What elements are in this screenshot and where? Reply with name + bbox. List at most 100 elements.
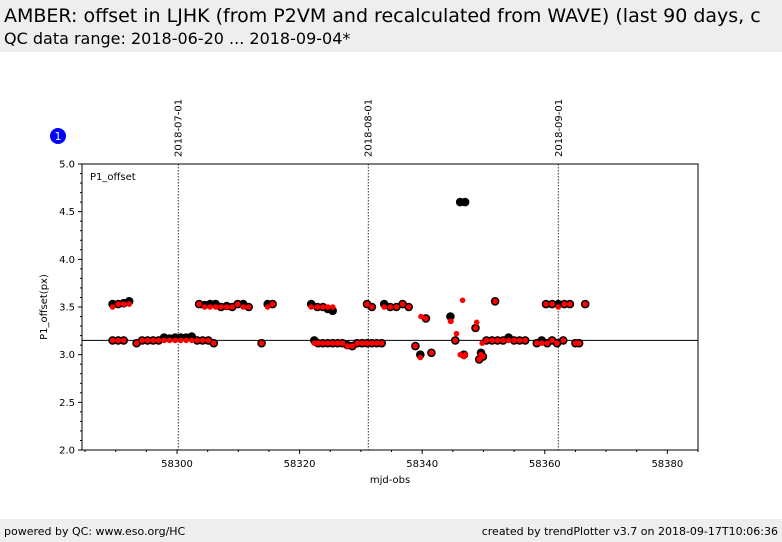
y-tick-label: 3.0: [59, 350, 75, 361]
wave-point: [349, 343, 356, 349]
wave-point: [329, 340, 336, 347]
footer-created-by: created by trendPlotter v3.7 on 2018-09-…: [481, 525, 778, 538]
wave-point: [161, 337, 167, 344]
wave-point: [320, 340, 326, 347]
panel-label: P1_offset: [90, 172, 136, 183]
date-marker-label: 2018-07-01: [174, 99, 185, 157]
wave-point: [538, 340, 545, 347]
wave-point: [489, 337, 495, 344]
wave-point: [554, 340, 560, 347]
wave-point: [511, 337, 517, 344]
wave-point: [364, 301, 370, 307]
wave-point: [405, 304, 412, 310]
wave-point: [229, 304, 235, 310]
wave-point: [359, 340, 365, 347]
wave-point: [417, 354, 424, 361]
wave-point: [269, 301, 276, 307]
wave-point: [183, 337, 189, 344]
p2vm-point: [460, 197, 470, 207]
data-range-subtitle: QC data range: 2018-06-20 ... 2018-09-04…: [4, 29, 351, 48]
wave-point: [560, 337, 566, 344]
wave-point: [567, 301, 573, 307]
wave-point: [218, 304, 224, 310]
p2vm-point: [446, 312, 455, 321]
wave-point: [393, 304, 400, 310]
y-tick-label: 3.5: [59, 303, 75, 314]
wave-point: [452, 337, 459, 344]
wave-point: [462, 351, 468, 358]
wave-point: [120, 337, 127, 344]
wave-point: [329, 304, 336, 310]
wave-point: [201, 304, 208, 310]
y-tick-label: 4.0: [59, 255, 75, 266]
wave-point: [448, 318, 454, 325]
wave-point: [155, 337, 162, 344]
wave-point: [172, 337, 178, 344]
wave-point: [133, 340, 140, 347]
footer-bar: powered by QC: www.eso.org/HC created by…: [0, 519, 782, 542]
wave-point: [320, 304, 326, 310]
wave-point: [576, 340, 582, 347]
wave-point: [144, 337, 151, 344]
y-tick-label: 2.0: [59, 446, 75, 457]
date-markers: 2018-07-01 2018-08-01 2018-09-01: [174, 99, 565, 450]
wave-point: [314, 304, 321, 310]
wave-point: [258, 340, 265, 347]
wave-point: [334, 340, 341, 347]
wave-point: [459, 297, 466, 304]
wave-point: [109, 304, 116, 310]
wave-point: [412, 343, 419, 349]
wave-point: [522, 337, 528, 344]
wave-point: [505, 337, 512, 344]
wave-points: [109, 297, 588, 363]
wave-point: [325, 304, 331, 310]
wave-point: [205, 337, 212, 344]
wave-point: [196, 301, 202, 307]
wave-point: [109, 337, 116, 344]
wave-point: [549, 301, 555, 307]
wave-point: [245, 304, 252, 310]
x-tick-label: 58300: [161, 459, 193, 470]
wave-point: [325, 340, 331, 347]
wave-point: [555, 304, 562, 310]
wave-point: [374, 340, 380, 347]
wave-point: [534, 340, 540, 347]
wave-point: [516, 337, 523, 344]
wave-point: [544, 340, 550, 347]
wave-point: [188, 337, 195, 344]
wave-point: [339, 340, 346, 347]
wave-point: [223, 304, 230, 310]
wave-point: [483, 337, 490, 344]
wave-point: [308, 304, 315, 310]
wave-point: [115, 301, 121, 307]
wave-point: [150, 337, 156, 344]
wave-point: [480, 353, 486, 360]
wave-point: [543, 301, 549, 307]
wave-point: [211, 340, 217, 347]
footer-powered-by: powered by QC: www.eso.org/HC: [4, 525, 186, 538]
wave-point: [264, 304, 271, 310]
header-bar: AMBER: offset in LJHK (from P2VM and rec…: [0, 0, 782, 52]
date-marker-label: 2018-08-01: [364, 99, 375, 157]
x-axis-label: mjd-obs: [370, 475, 410, 486]
x-axis-ticks: 58300 58320 58340 58360 58380: [84, 450, 699, 470]
date-marker-label: 2018-09-01: [554, 99, 565, 157]
wave-point: [240, 304, 246, 310]
wave-point: [344, 343, 351, 349]
wave-point: [428, 350, 435, 356]
wave-point: [399, 301, 406, 307]
wave-point: [120, 301, 127, 307]
y-axis-ticks: 2.0 2.5 3.0 3.5 4.0 4.5 5.0: [59, 160, 82, 457]
wave-point: [354, 340, 361, 347]
wave-point: [166, 337, 173, 344]
wave-point: [549, 337, 555, 344]
x-tick-label: 58380: [651, 459, 683, 470]
wave-point: [369, 304, 375, 310]
wave-point: [199, 337, 206, 344]
wave-point: [234, 301, 241, 307]
y-tick-label: 2.5: [59, 398, 75, 409]
wave-point: [315, 340, 321, 347]
wave-point: [177, 337, 184, 344]
wave-point: [387, 304, 394, 310]
